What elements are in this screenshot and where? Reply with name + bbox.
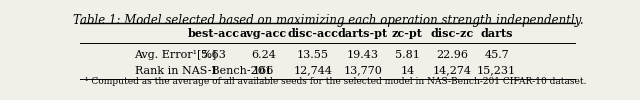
Text: Table 1: Model selected based on maximizing each operation strength independentl: Table 1: Model selected based on maximiz…: [73, 14, 583, 27]
Text: Rank in NAS-Bench-201: Rank in NAS-Bench-201: [134, 66, 271, 76]
Text: darts-pt: darts-pt: [338, 28, 388, 39]
Text: ¹ Computed as the average of all available seeds for the selected model in NAS-B: ¹ Computed as the average of all availab…: [85, 77, 586, 86]
Text: 14,274: 14,274: [433, 66, 472, 76]
Text: zc-pt: zc-pt: [392, 28, 423, 39]
Text: avg-acc: avg-acc: [240, 28, 287, 39]
Text: 15,231: 15,231: [477, 66, 516, 76]
Text: 13,770: 13,770: [343, 66, 382, 76]
Text: 5.81: 5.81: [395, 50, 420, 60]
Text: disc-acc: disc-acc: [287, 28, 339, 39]
Text: 45.7: 45.7: [484, 50, 509, 60]
Text: darts: darts: [481, 28, 513, 39]
Text: Avg. Error¹[%]: Avg. Error¹[%]: [134, 50, 217, 60]
Text: 22.96: 22.96: [436, 50, 468, 60]
Text: 166: 166: [253, 66, 274, 76]
Text: disc-zc: disc-zc: [430, 28, 474, 39]
Text: best-acc: best-acc: [188, 28, 240, 39]
Text: 19.43: 19.43: [347, 50, 379, 60]
Text: 14: 14: [400, 66, 415, 76]
Text: 12,744: 12,744: [294, 66, 333, 76]
Text: 13.55: 13.55: [297, 50, 329, 60]
Text: 1: 1: [211, 66, 218, 76]
Text: 6.24: 6.24: [251, 50, 276, 60]
Text: 5.63: 5.63: [202, 50, 227, 60]
